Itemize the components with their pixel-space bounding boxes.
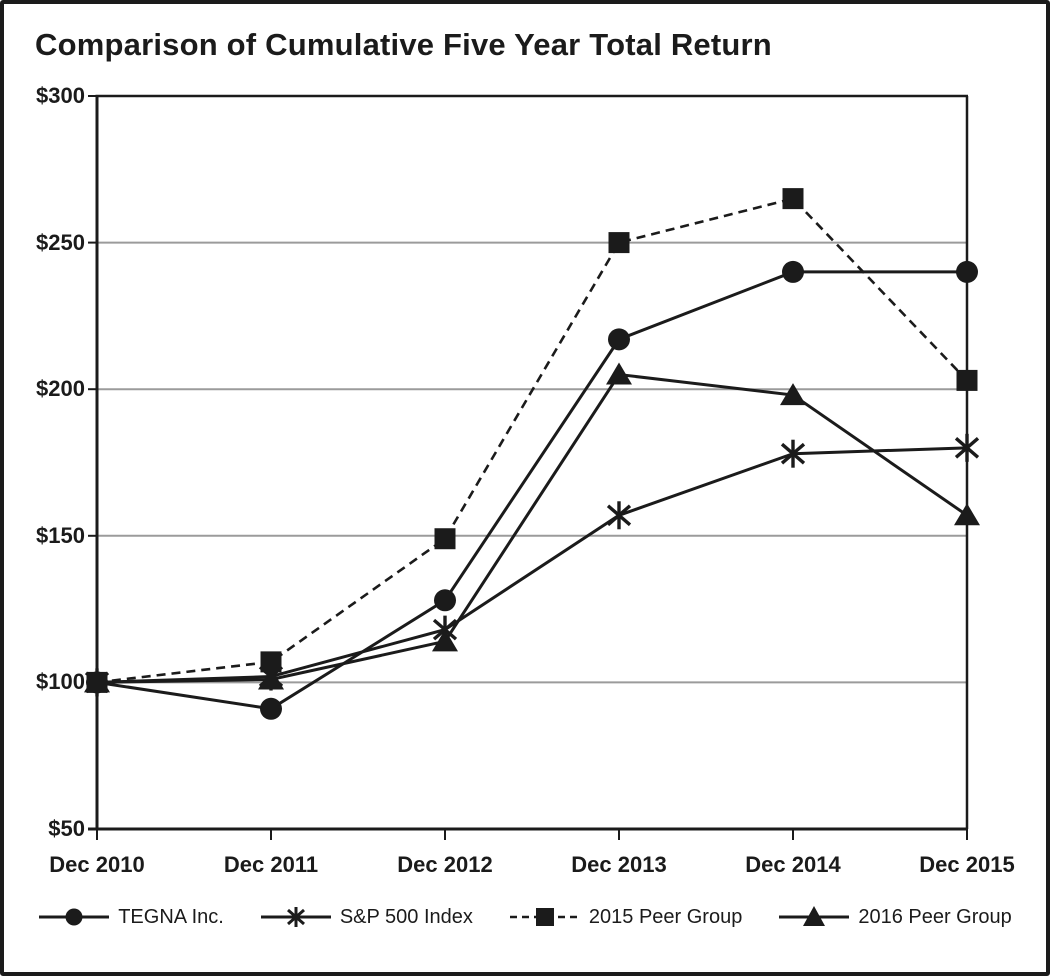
- legend-item-label: 2015 Peer Group: [588, 906, 743, 928]
- x-axis-label: Dec 2011: [223, 852, 319, 877]
- circle-marker-icon: [39, 908, 110, 926]
- star-marker-icon: [260, 907, 331, 927]
- y-axis-label: $100: [36, 669, 85, 694]
- y-axis-label: $50: [48, 816, 85, 841]
- legend-item-label: S&P 500 Index: [339, 906, 473, 928]
- x-axis-label: Dec 2010: [49, 852, 145, 877]
- chart-title: Comparison of Cumulative Five Year Total…: [35, 27, 772, 62]
- x-axis-label: Dec 2014: [745, 852, 841, 877]
- legend-item-label: 2016 Peer Group: [858, 906, 1012, 928]
- square-marker-icon: [509, 908, 580, 926]
- y-axis-label: $300: [36, 83, 85, 108]
- legend-item-tegna: TEGNA Inc.: [38, 901, 224, 933]
- x-axis-label: Dec 2012: [397, 852, 493, 877]
- legend-item-label: TEGNA Inc.: [118, 906, 224, 928]
- legend-item-2016-peer-group: 2016 Peer Group: [778, 901, 1012, 933]
- y-axis-label: $150: [36, 523, 85, 548]
- legend-item-2015-peer-group: 2015 Peer Group: [509, 901, 742, 933]
- chart-legend: TEGNA Inc. S&P 500 Index 2015 Peer Group…: [10, 901, 1040, 933]
- x-axis-label: Dec 2013: [571, 852, 667, 877]
- y-axis-label: $250: [36, 230, 85, 255]
- triangle-marker-icon: [779, 906, 850, 926]
- y-axis-label: $200: [36, 376, 85, 401]
- x-axis-label: Dec 2015: [919, 852, 1015, 877]
- legend-item-sp500: S&P 500 Index: [260, 901, 473, 933]
- plot-area: [84, 94, 980, 840]
